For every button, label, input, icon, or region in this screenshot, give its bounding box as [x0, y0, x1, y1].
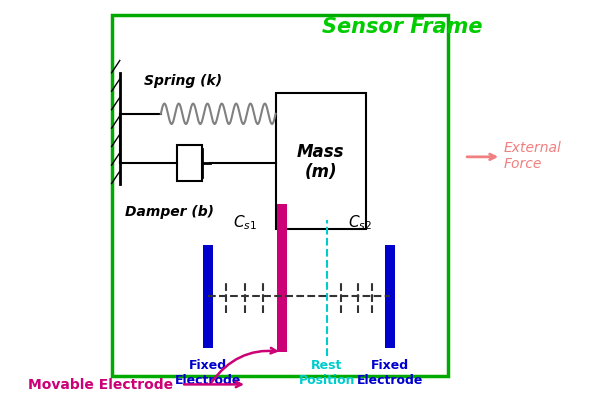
Text: $C_{s2}$: $C_{s2}$: [348, 212, 371, 231]
Text: Fixed
Electrode: Fixed Electrode: [357, 358, 424, 386]
Bar: [203, 245, 213, 348]
Text: $C_{s1}$: $C_{s1}$: [233, 212, 257, 231]
Text: Damper (b): Damper (b): [125, 204, 214, 218]
Bar: [277, 204, 287, 352]
Text: Rest
Position: Rest Position: [299, 358, 355, 386]
Text: Movable Electrode: Movable Electrode: [28, 378, 173, 391]
Bar: [177, 145, 202, 182]
Text: Sensor Frame: Sensor Frame: [322, 17, 483, 36]
Bar: [385, 245, 395, 348]
Text: Spring (k): Spring (k): [144, 74, 223, 88]
Text: Mass
(m): Mass (m): [297, 142, 344, 181]
Text: Fixed
Electrode: Fixed Electrode: [175, 358, 241, 386]
Text: External
Force: External Force: [503, 140, 561, 171]
Bar: [275, 94, 366, 229]
